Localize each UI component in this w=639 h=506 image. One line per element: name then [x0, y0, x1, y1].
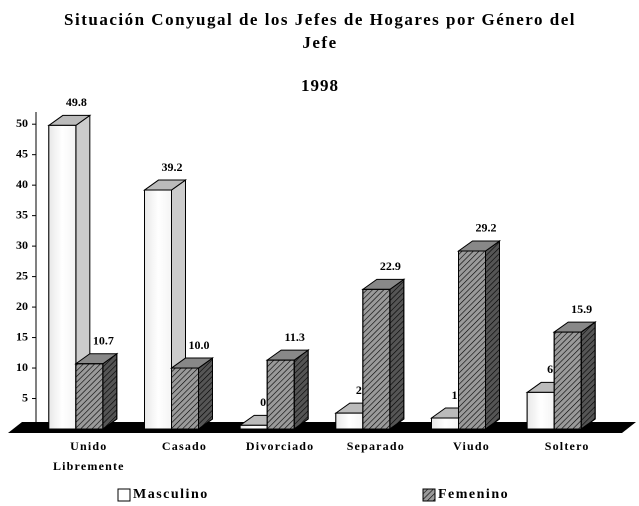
bar-hatch [553, 331, 582, 430]
y-tick-label: 40 [16, 177, 28, 191]
y-tick-label: 5 [22, 390, 28, 404]
bar-hatch [171, 367, 199, 430]
bar-hatch [362, 288, 391, 430]
value-label: 10.0 [189, 338, 210, 352]
bar-hatch [266, 359, 295, 430]
y-tick-label: 45 [16, 146, 28, 160]
bar-side-hatch [580, 321, 596, 430]
x-tick-label: Divorciado [245, 439, 315, 453]
value-label: 11.3 [284, 330, 304, 344]
value-label: 39.2 [162, 160, 183, 174]
y-tick-label: 35 [16, 207, 28, 221]
bar-shade [431, 417, 459, 430]
bar-side-hatch [485, 240, 500, 430]
y-tick-label: 10 [16, 360, 28, 374]
y-tick-label: 50 [16, 116, 28, 130]
bar-side-hatch [102, 352, 118, 430]
value-label: 15.9 [571, 302, 592, 316]
legend-label: Femenino [438, 487, 509, 502]
x-tick-label: Separado [346, 439, 405, 453]
legend-swatch-hatch [422, 488, 436, 502]
legend-label: Masculino [133, 487, 209, 502]
bar-shade [335, 412, 364, 430]
chart-subtitle: 1998 [301, 76, 339, 95]
x-tick-label: Casado [161, 439, 208, 453]
bar-shade [239, 424, 268, 430]
value-label: 29.2 [476, 221, 497, 235]
y-tick-label: 30 [16, 238, 28, 252]
bar-side-hatch [293, 349, 309, 430]
y-tick-label: 20 [16, 299, 28, 313]
bar-side-hatch [198, 357, 213, 430]
legend-swatch [117, 488, 131, 502]
value-label: 49.8 [66, 95, 87, 109]
bar-shade [48, 124, 77, 430]
bar-side-hatch [389, 278, 405, 430]
y-tick-label: 25 [16, 268, 28, 282]
y-tick-label: 0 [22, 421, 28, 435]
value-label: 22.9 [380, 259, 401, 273]
bar-shade [526, 391, 555, 430]
y-tick-label: 15 [16, 329, 28, 343]
x-tick-label: Soltero [544, 439, 590, 453]
x-tick-label: Unido Libremente [52, 439, 125, 473]
x-tick-label: Viudo [453, 439, 490, 453]
bar-hatch [75, 363, 104, 430]
bar-hatch [458, 250, 486, 430]
chart-title: Situación Conyugal de los Jefes de Hogar… [64, 10, 576, 52]
value-label: 10.7 [93, 334, 114, 348]
bar-shade [144, 189, 172, 430]
